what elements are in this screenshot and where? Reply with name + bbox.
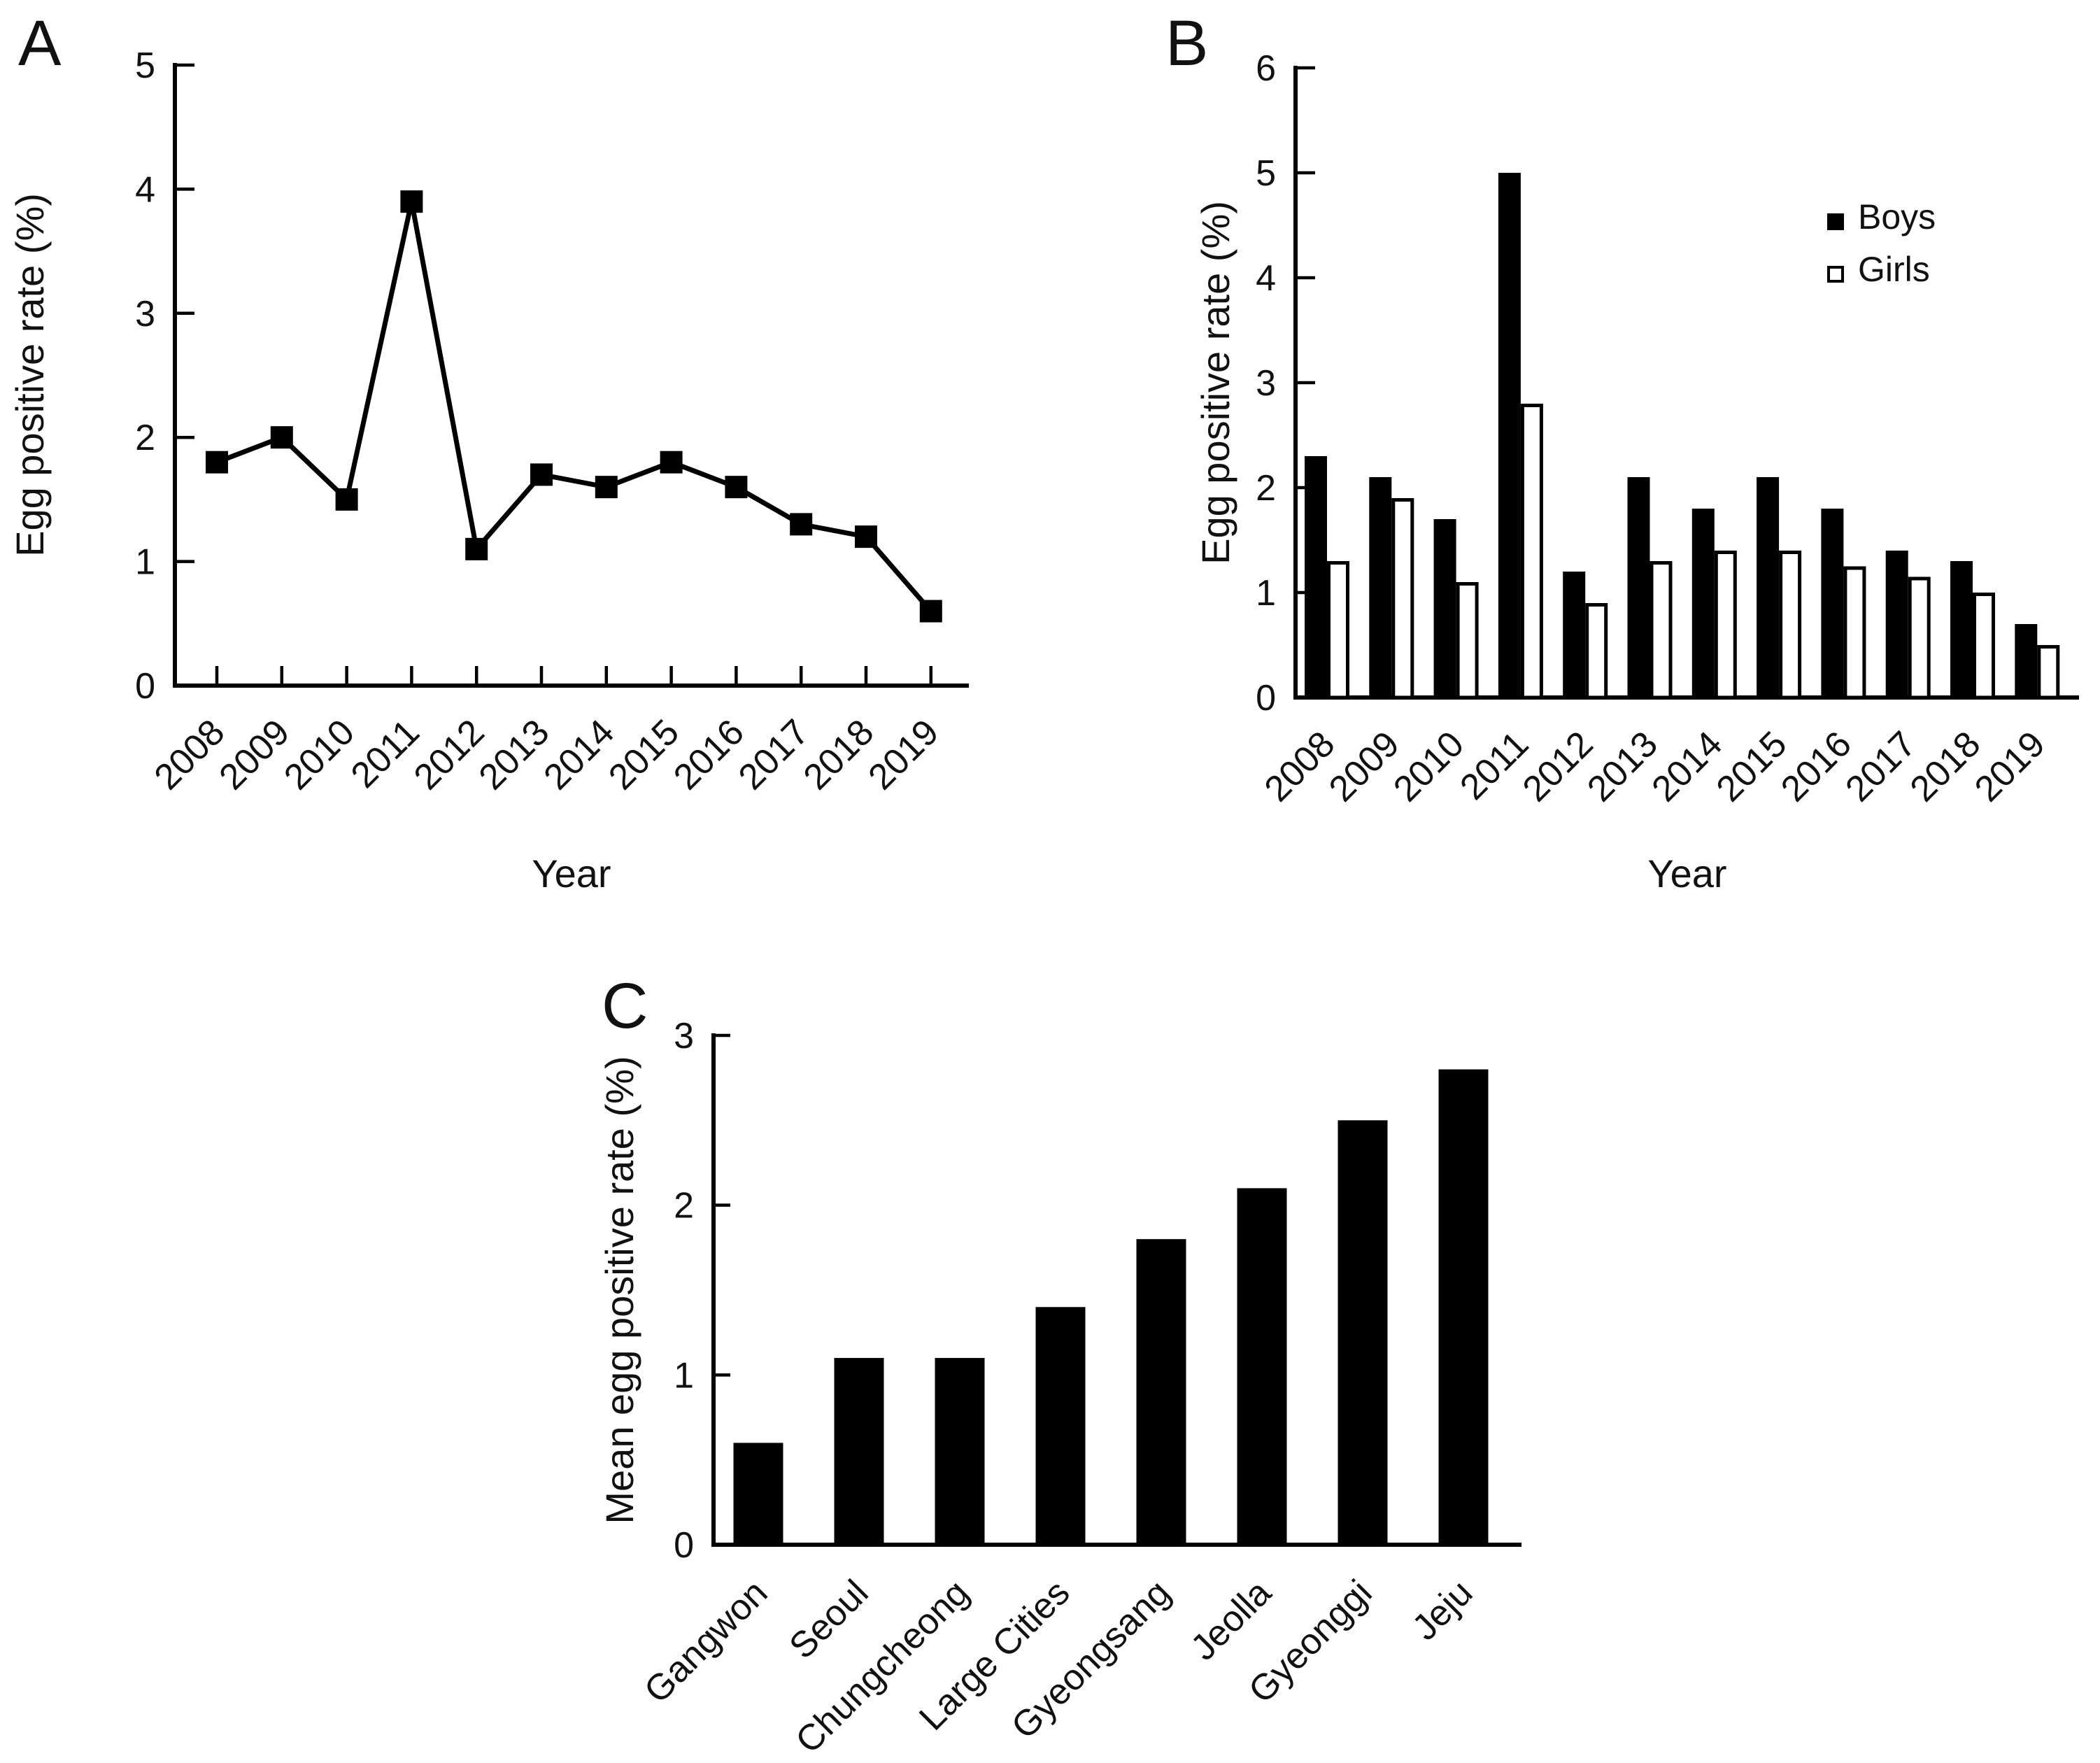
y-tick-label: 1 — [674, 1355, 694, 1396]
data-point-2009 — [270, 426, 293, 449]
data-point-2010 — [335, 488, 358, 511]
x-axis-title: Year — [1647, 851, 1726, 895]
x-tick-label: Seoul — [781, 1572, 876, 1666]
y-tick-label: 1 — [135, 542, 155, 583]
bar-boys-2008 — [1305, 456, 1327, 698]
data-point-2015 — [660, 451, 683, 474]
x-tick-label: Gangwon — [637, 1572, 775, 1711]
panel-c-letter: C — [602, 970, 648, 1042]
bar-jeolla — [1237, 1188, 1287, 1545]
bar-seoul — [834, 1358, 884, 1545]
y-tick-label: 3 — [674, 1016, 694, 1056]
y-tick-label: 5 — [135, 45, 155, 86]
x-tick-label: Chungcheong — [788, 1572, 977, 1761]
bar-girls-2013 — [1650, 561, 1673, 700]
data-point-2017 — [790, 513, 813, 536]
data-point-2012 — [465, 537, 488, 560]
legend-girls-label: Girls — [1858, 250, 1930, 289]
legend-girls-swatch — [1827, 266, 1844, 283]
bar-girls-2015 — [1779, 551, 1802, 700]
bar-boys-2010 — [1433, 519, 1456, 698]
bar-girls-2014 — [1714, 551, 1737, 700]
y-tick-label: 4 — [135, 169, 155, 210]
bar-jeju — [1438, 1069, 1489, 1545]
y-tick-label: 5 — [1256, 153, 1276, 194]
data-point-2019 — [919, 600, 942, 623]
y-tick-label: 3 — [1256, 363, 1276, 404]
bar-boys-2013 — [1627, 477, 1650, 698]
y-tick-label: 2 — [674, 1186, 694, 1226]
bar-girls-2011 — [1520, 404, 1543, 700]
bar-gyeonggi — [1338, 1120, 1388, 1545]
bar-girls-2012 — [1585, 603, 1608, 700]
y-tick-label: 1 — [1256, 573, 1276, 614]
bar-boys-2018 — [1950, 561, 1973, 698]
data-point-2016 — [725, 476, 748, 499]
panel-b-letter: B — [1165, 8, 1209, 79]
bar-gyeongsang — [1136, 1239, 1186, 1545]
bar-boys-2017 — [1885, 551, 1908, 698]
data-point-2014 — [595, 476, 618, 499]
y-tick-label: 2 — [135, 418, 155, 458]
y-tick-label: 4 — [1256, 258, 1276, 299]
bar-large-cities — [1035, 1307, 1086, 1545]
bar-boys-2014 — [1691, 509, 1715, 698]
bar-boys-2016 — [1821, 509, 1844, 698]
panel-a-letter: A — [18, 8, 62, 79]
bar-girls-2016 — [1843, 566, 1866, 700]
legend-boys-label: Boys — [1858, 197, 1936, 236]
y-tick-label: 0 — [1256, 678, 1276, 718]
data-point-2008 — [206, 451, 228, 474]
bar-girls-2008 — [1327, 561, 1349, 700]
bar-boys-2015 — [1757, 477, 1780, 698]
bar-boys-2012 — [1563, 572, 1586, 698]
data-point-2013 — [530, 463, 553, 486]
x-tick-label: Jeolla — [1183, 1572, 1279, 1668]
legend-boys-swatch — [1827, 213, 1844, 230]
data-point-2018 — [855, 525, 877, 548]
bar-girls-2017 — [1908, 576, 1931, 700]
y-axis-title: Egg positive rate (%) — [1193, 201, 1237, 565]
y-tick-label: 6 — [1256, 48, 1276, 89]
bar-boys-2011 — [1498, 173, 1521, 698]
bar-girls-2018 — [1973, 593, 1995, 700]
x-tick-label: Jeju — [1405, 1572, 1480, 1648]
bar-boys-2009 — [1369, 477, 1392, 698]
bar-boys-2019 — [2015, 624, 2038, 698]
data-point-2011 — [400, 190, 423, 213]
y-tick-label: 3 — [135, 294, 155, 334]
y-tick-label: 2 — [1256, 468, 1276, 509]
bar-girls-2019 — [2037, 645, 2060, 700]
y-tick-label: 0 — [674, 1525, 694, 1566]
bar-girls-2010 — [1456, 582, 1479, 700]
bar-gangwon — [733, 1443, 783, 1545]
y-axis-title: Mean egg positive rate (%) — [597, 1056, 641, 1524]
bar-girls-2009 — [1391, 498, 1414, 700]
x-axis-title: Year — [532, 851, 611, 895]
bar-chungcheong — [935, 1358, 985, 1545]
y-axis-title: Egg positive rate (%) — [8, 193, 52, 557]
y-tick-label: 0 — [135, 666, 155, 707]
